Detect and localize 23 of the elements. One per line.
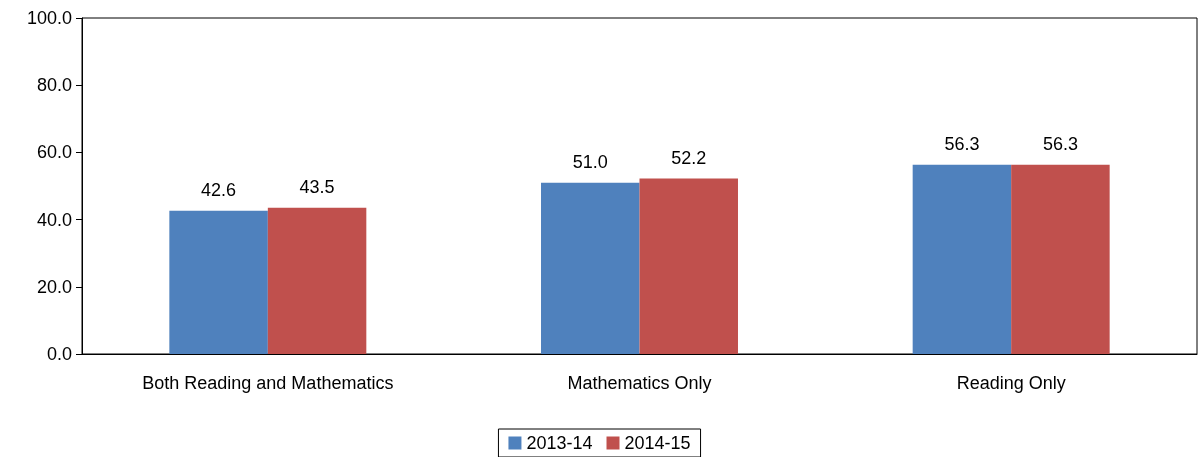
- data-label: 52.2: [671, 147, 707, 168]
- bar: [267, 207, 367, 354]
- bar: [912, 164, 1012, 354]
- legend-label: 2014-15: [624, 433, 691, 453]
- y-tick-label: 80.0: [36, 75, 72, 96]
- x-tick-label: Both Reading and Mathematics: [142, 373, 394, 393]
- y-tick-label: 60.0: [36, 142, 72, 163]
- bar: [169, 210, 268, 354]
- x-tick-label: Reading Only: [956, 373, 1066, 393]
- legend-label: 2013-14: [526, 433, 593, 453]
- bar: [1011, 164, 1110, 354]
- y-tick-label: 40.0: [36, 209, 72, 230]
- bar: [541, 182, 640, 354]
- data-label: 56.3: [944, 133, 980, 154]
- data-label: 51.0: [572, 151, 608, 172]
- y-tick-label: 20.0: [36, 276, 72, 297]
- bar: [639, 178, 738, 354]
- data-label: 42.6: [201, 179, 237, 200]
- data-label: 43.5: [299, 176, 335, 197]
- data-label: 56.3: [1042, 133, 1078, 154]
- y-tick-label: 100.0: [26, 8, 72, 28]
- x-tick-label: Mathematics Only: [567, 373, 712, 393]
- y-tick-label: 0.0: [46, 344, 72, 364]
